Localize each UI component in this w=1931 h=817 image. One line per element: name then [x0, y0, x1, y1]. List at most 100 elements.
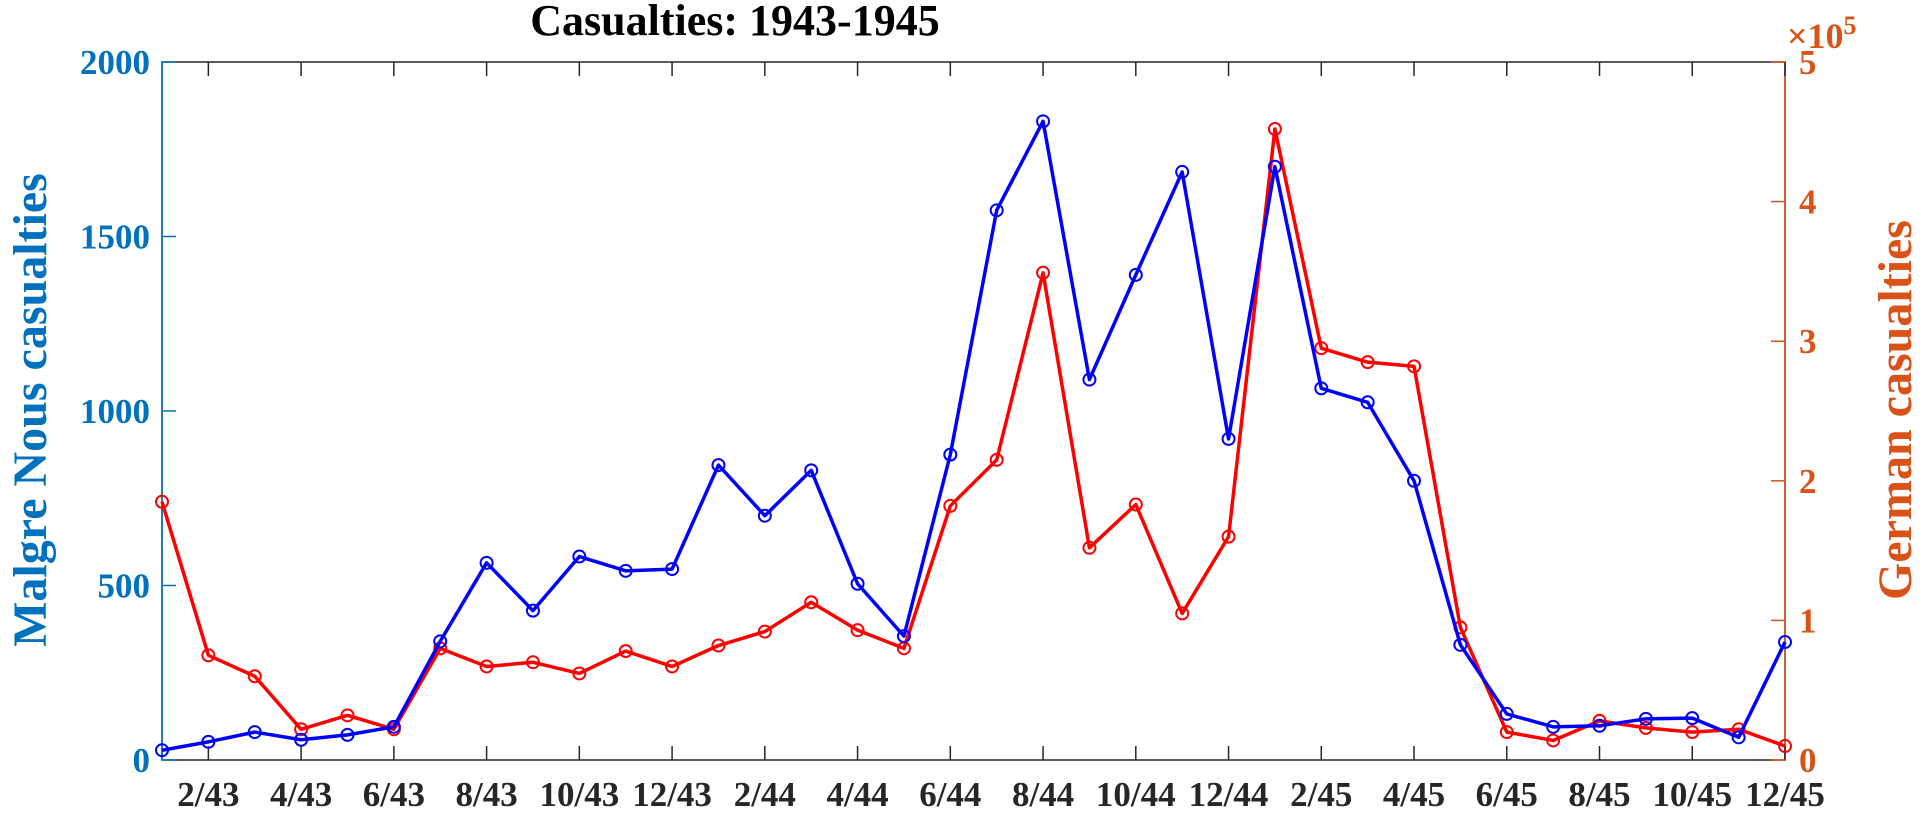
german-point [804, 595, 819, 610]
malgre-nous-point [1128, 267, 1143, 282]
malgre-nous-point [943, 447, 958, 462]
x-tick-label: 12/44 [1189, 775, 1269, 814]
malgre-nous-point [1360, 395, 1375, 410]
german-point [1314, 341, 1329, 356]
malgre-nous-point [1592, 718, 1607, 733]
x-tick-label: 4/43 [270, 775, 332, 814]
german-point [665, 659, 680, 674]
x-tick-label: 4/45 [1383, 775, 1445, 814]
malgre-nous-point [757, 508, 772, 523]
malgre-nous-point [294, 732, 309, 747]
malgre-nous-point [618, 563, 633, 578]
left-y-tick-label: 0 [133, 741, 151, 780]
x-tick-label: 12/45 [1745, 775, 1825, 814]
x-tick-label: 8/43 [455, 775, 517, 814]
x-tick-label: 6/43 [363, 775, 425, 814]
german-point [1175, 606, 1190, 621]
german-point [201, 648, 216, 663]
malgre-nous-point [525, 603, 540, 618]
x-tick-label: 10/45 [1652, 775, 1732, 814]
german-point [1638, 720, 1653, 735]
malgre-nous-point [850, 576, 865, 591]
malgre-nous-point [340, 727, 355, 742]
malgre-nous-point [1407, 473, 1422, 488]
x-tick-label: 6/45 [1476, 775, 1538, 814]
malgre-nous-point [201, 734, 216, 749]
german-point [1546, 733, 1561, 748]
right-y-tick-label: 5 [1799, 43, 1817, 82]
left-y-axis-label: Malgre Nous casualties [4, 173, 57, 647]
malgre-nous-point [247, 725, 262, 740]
malgre-nous-point [572, 549, 587, 564]
right-y-tick-label: 4 [1799, 183, 1817, 222]
german-point [711, 638, 726, 653]
x-tick-label: 8/45 [1568, 775, 1630, 814]
german-point [1778, 739, 1792, 754]
malgre-nous-point [1036, 114, 1051, 129]
left-y-tick-label: 2000 [80, 43, 150, 82]
x-tick-label: 10/43 [539, 775, 619, 814]
german-point [1499, 725, 1514, 740]
malgre-nous-point [711, 458, 726, 473]
german-point [1267, 122, 1282, 137]
german-point [1082, 540, 1097, 555]
chart-title: Casualties: 1943-1945 [530, 0, 939, 45]
german-point [1685, 725, 1700, 740]
german-point [943, 498, 958, 513]
right-y-tick-label: 0 [1799, 741, 1817, 780]
right-y-axis-exponent: ×105 [1787, 11, 1857, 56]
malgre-nous-point [1221, 431, 1236, 446]
german-line [160, 127, 1786, 748]
malgre-nous-point [1778, 635, 1792, 650]
x-tick-label: 8/44 [1012, 775, 1074, 814]
malgre-nous-point [155, 743, 169, 758]
german-point [479, 659, 494, 674]
series-malgre-nous-casualties [155, 114, 1792, 758]
malgre-nous-point [479, 555, 494, 570]
left-y-tick-label: 1000 [80, 392, 150, 431]
malgre-nous-point [1314, 381, 1329, 396]
german-point [247, 669, 262, 684]
right-y-axis-ticks: 0 1 2 3 4 5 [1771, 43, 1817, 780]
malgre-nous-point [1685, 711, 1700, 726]
left-y-axis-ticks: 0 500 1000 1500 2000 [80, 43, 176, 780]
german-point [572, 666, 587, 681]
german-point [1360, 355, 1375, 370]
german-point [850, 623, 865, 638]
x-tick-label: 2/43 [177, 775, 239, 814]
malgre-nous-point [804, 463, 819, 478]
malgre-nous-point [1638, 711, 1653, 726]
series-german-casualties [155, 122, 1792, 754]
german-point [989, 452, 1004, 467]
exponent-power: 5 [1844, 11, 1857, 40]
x-tick-label: 12/43 [632, 775, 712, 814]
malgre-nous-point [1267, 159, 1282, 174]
malgre-nous-point [665, 562, 680, 577]
malgre-nous-point [1499, 706, 1514, 721]
malgre-nous-point [1546, 719, 1561, 734]
german-point [1221, 529, 1236, 544]
malgre-nous-line [161, 119, 1787, 752]
x-axis-ticks: 2/43 4/43 6/43 8/43 10/43 12/43 2/44 4/44 6/44 8/… [177, 62, 1825, 814]
german-point [340, 708, 355, 723]
malgre-nous-point [1731, 730, 1746, 745]
x-tick-label: 4/44 [826, 775, 888, 814]
right-y-tick-label: 1 [1799, 601, 1817, 640]
german-point [1128, 497, 1143, 512]
german-point [1036, 265, 1051, 280]
german-point [155, 494, 169, 509]
plot-area [161, 61, 1786, 761]
german-point [1407, 359, 1422, 374]
x-tick-label: 10/44 [1096, 775, 1176, 814]
left-y-tick-label: 500 [98, 567, 151, 606]
malgre-nous-point [1175, 164, 1190, 179]
german-point [525, 655, 540, 670]
malgre-nous-point [1453, 637, 1468, 652]
german-point [294, 722, 309, 737]
malgre-nous-point [896, 629, 911, 644]
malgre-nous-point [433, 634, 448, 649]
malgre-nous-point [1082, 372, 1097, 387]
german-point [757, 624, 772, 639]
x-tick-label: 2/44 [734, 775, 796, 814]
